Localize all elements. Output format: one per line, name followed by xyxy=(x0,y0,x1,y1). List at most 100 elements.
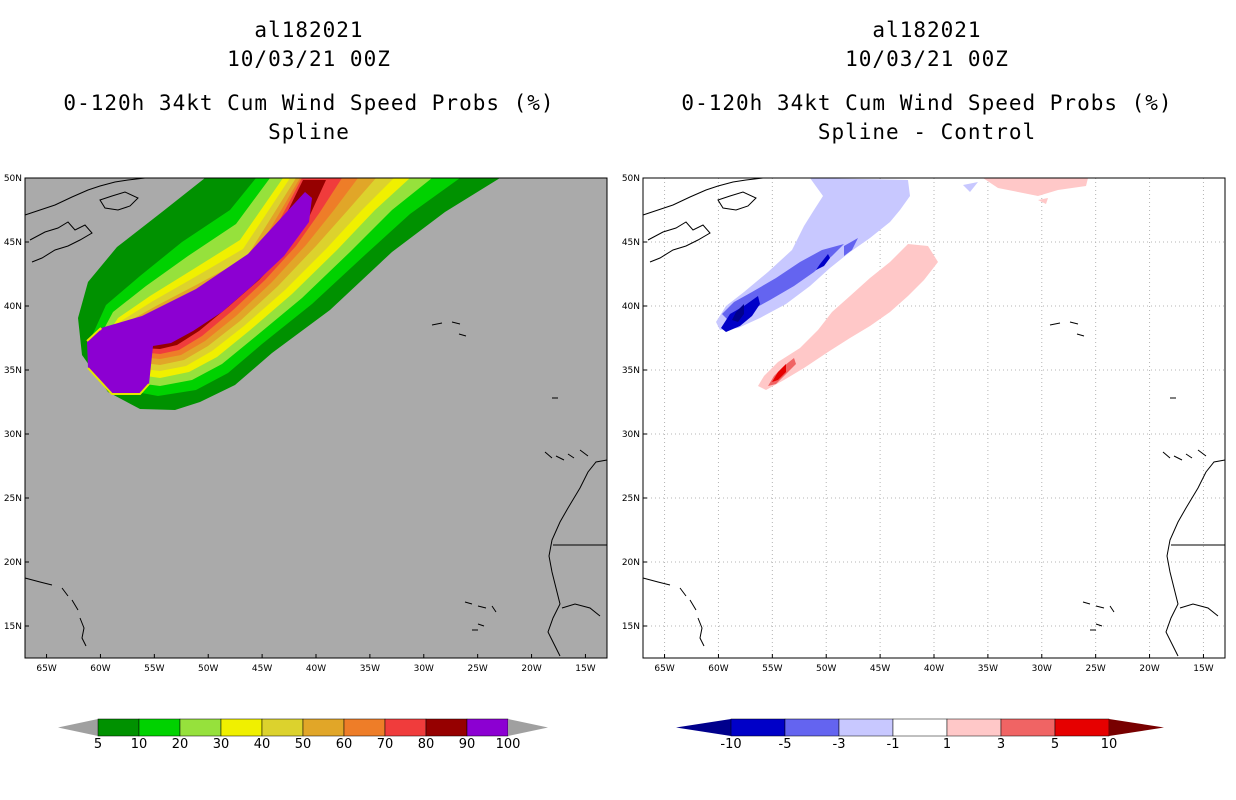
colorbar-label: 5 xyxy=(94,737,102,752)
colorbar-label: 20 xyxy=(172,737,189,752)
colorbar-high-arrow xyxy=(508,719,548,736)
lon-label: 50W xyxy=(816,664,836,674)
lon-label: 55W xyxy=(762,664,782,674)
coast-bahamas-r xyxy=(642,577,705,647)
lon-label: 15W xyxy=(1193,664,1213,674)
colorbar-label: -1 xyxy=(887,737,900,752)
colorbar-label: -3 xyxy=(833,737,846,752)
colorbar-low-arrow xyxy=(676,719,731,736)
left-subtitle: Spline xyxy=(268,120,350,144)
lon-label: 60W xyxy=(708,664,728,674)
colorbar-swatch xyxy=(946,718,1002,737)
lat-label: 40N xyxy=(622,302,640,312)
colorbar-label: 5 xyxy=(1051,737,1059,752)
colorbar-swatch xyxy=(425,718,468,737)
right-datetime: 10/03/21 00Z xyxy=(845,47,1009,71)
left-colorbar: 5 10 20 30 40 50 60 70 80 90 100 xyxy=(58,718,548,752)
colorbar-label: 30 xyxy=(213,737,230,752)
colorbar-swatch xyxy=(384,718,427,737)
coast-africa-r xyxy=(1165,459,1226,657)
lat-label: 25N xyxy=(4,494,22,504)
lat-label: 15N xyxy=(622,622,640,632)
colorbar-swatch xyxy=(138,718,181,737)
lat-label: 35N xyxy=(4,366,22,376)
diff-pos-1-top xyxy=(983,178,1088,204)
colorbar-label: 10 xyxy=(1101,737,1118,752)
colorbar-label: -5 xyxy=(779,737,792,752)
lon-label: 40W xyxy=(306,664,326,674)
coast-azores xyxy=(431,321,467,337)
colorbar-swatch xyxy=(466,718,509,737)
colorbar-label: 10 xyxy=(131,737,148,752)
lat-label: 50N xyxy=(4,174,22,184)
left-product-title: 0-120h 34kt Cum Wind Speed Probs (%) xyxy=(63,91,555,115)
lon-label: 25W xyxy=(1085,664,1105,674)
left-panel: al182021 10/03/21 00Z 0-120h 34kt Cum Wi… xyxy=(4,18,608,752)
lat-label: 45N xyxy=(4,238,22,248)
colorbar-label: 50 xyxy=(295,737,312,752)
right-colorbar: -10 -5 -3 -1 1 3 5 10 xyxy=(676,718,1164,752)
lon-label: 15W xyxy=(575,664,595,674)
right-lon-labels: 65W 60W 55W 50W 45W 40W 35W 30W 25W 20W 15W xyxy=(654,654,1214,674)
colorbar-swatch xyxy=(784,718,840,737)
colorbar-swatch xyxy=(343,718,386,737)
colorbar-label: 90 xyxy=(459,737,476,752)
right-panel: al182021 10/03/21 00Z 0-120h 34kt Cum Wi… xyxy=(618,0,1236,800)
lon-label: 25W xyxy=(467,664,487,674)
lon-label: 30W xyxy=(414,664,434,674)
lat-label: 50N xyxy=(622,174,640,184)
colorbar-label: -10 xyxy=(720,737,741,752)
right-map: 50N 45N 40N 35N 30N 25N 20N 15N 65W 60W 55W 50W 45W… xyxy=(622,174,1226,674)
lon-label: 45W xyxy=(870,664,890,674)
lat-label: 35N xyxy=(622,366,640,376)
right-storm-id: al182021 xyxy=(872,18,982,42)
swath-100-edge xyxy=(86,327,150,395)
colorbar-swatch xyxy=(261,718,304,737)
colorbar-high-arrow xyxy=(1109,719,1164,736)
lon-label: 40W xyxy=(924,664,944,674)
lat-label: 30N xyxy=(622,430,640,440)
diff-neg-5 xyxy=(721,254,830,332)
lat-label: 30N xyxy=(4,430,22,440)
colorbar-swatch xyxy=(892,718,948,737)
diff-neg-10 xyxy=(732,304,744,322)
right-difference-field xyxy=(716,178,1088,390)
colorbar-swatch xyxy=(302,718,345,737)
lat-label: 20N xyxy=(622,558,640,568)
lon-label: 50W xyxy=(198,664,218,674)
left-map: 50N 45N 40N 35N 30N 25N 20N 15N 65W 60W 55W 50W 45W… xyxy=(4,174,608,674)
left-datetime: 10/03/21 00Z xyxy=(227,47,391,71)
colorbar-label: 40 xyxy=(254,737,271,752)
colorbar-swatch xyxy=(220,718,263,737)
left-probability-swath xyxy=(78,178,500,410)
coast-canaries xyxy=(544,449,589,461)
colorbar-swatch xyxy=(1000,718,1056,737)
left-lat-labels: 50N 45N 40N 35N 30N 25N 20N 15N xyxy=(4,174,29,632)
lon-label: 35W xyxy=(360,664,380,674)
coast-cape-verde-r xyxy=(1082,601,1115,631)
lon-label: 65W xyxy=(36,664,56,674)
colorbar-swatch xyxy=(179,718,222,737)
right-coastlines xyxy=(642,177,1226,657)
left-coastlines xyxy=(24,177,608,657)
coast-canaries-r xyxy=(1162,449,1207,461)
colorbar-swatch xyxy=(838,718,894,737)
coast-bahamas xyxy=(24,577,87,647)
lon-label: 35W xyxy=(978,664,998,674)
colorbar-label: 60 xyxy=(336,737,353,752)
coast-newfoundland xyxy=(24,177,146,263)
coast-newfoundland-r xyxy=(642,177,764,263)
lat-label: 25N xyxy=(622,494,640,504)
lon-label: 20W xyxy=(521,664,541,674)
lat-label: 40N xyxy=(4,302,22,312)
lon-label: 65W xyxy=(654,664,674,674)
lon-label: 20W xyxy=(1139,664,1159,674)
colorbar-swatch xyxy=(1054,718,1110,737)
lon-label: 45W xyxy=(252,664,272,674)
coast-azores-r xyxy=(1049,321,1085,337)
lat-label: 20N xyxy=(4,558,22,568)
left-lon-labels: 65W 60W 55W 50W 45W 40W 35W 30W 25W 20W 15W xyxy=(36,654,596,674)
colorbar-label: 1 xyxy=(943,737,951,752)
diff-pos-5 xyxy=(772,364,786,382)
left-storm-id: al182021 xyxy=(254,18,364,42)
